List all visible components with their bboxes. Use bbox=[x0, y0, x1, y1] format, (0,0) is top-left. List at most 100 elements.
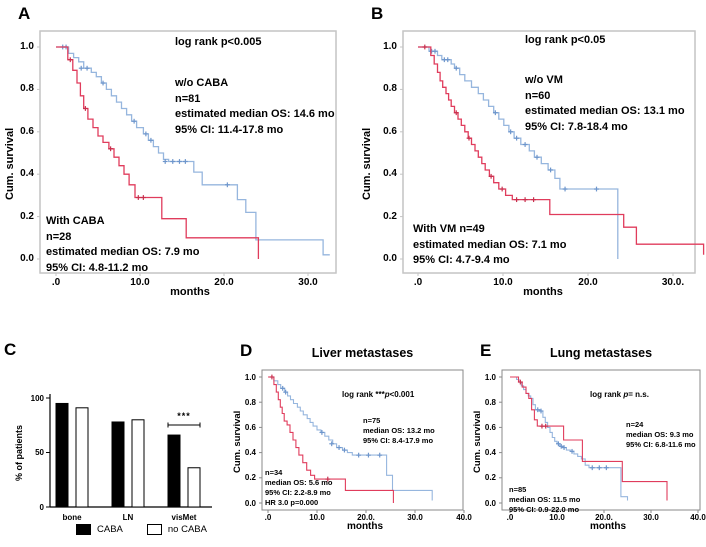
tick-label: 0 bbox=[39, 502, 44, 512]
tick-label: 10.0 bbox=[309, 513, 325, 522]
tick-label: 0.4 bbox=[20, 168, 34, 180]
annotation-line: estimated median OS: 7.1 mo bbox=[413, 238, 567, 251]
km-chart-b bbox=[400, 30, 705, 276]
legend-label-no-caba: no CABA bbox=[167, 524, 207, 535]
tick-label: .0 bbox=[264, 513, 272, 522]
legend: CABA no CABA bbox=[76, 524, 207, 535]
tick-label: 0.8 bbox=[383, 83, 397, 95]
annotation-line: 95% CI: 11.4-17.8 mo bbox=[175, 123, 284, 136]
annotation-line: median OS: 13.2 mo bbox=[363, 426, 435, 435]
annotation-line: median OS: 5.6 mo bbox=[265, 478, 333, 487]
tick-label: 0.6 bbox=[20, 125, 34, 137]
tick-label: 0.8 bbox=[20, 83, 34, 95]
tick-label: 30.0 bbox=[407, 513, 423, 522]
annotation-line: n=75 bbox=[363, 416, 381, 425]
tick-label: 0.4 bbox=[244, 448, 256, 458]
annotation-line: With VM n=49 bbox=[413, 223, 485, 235]
tick-label: 10.0 bbox=[130, 277, 150, 288]
x-axis-label: months bbox=[170, 286, 210, 298]
y-axis-label: Cum. survival bbox=[4, 127, 16, 200]
tick-label: 40.0 bbox=[456, 513, 472, 522]
legend-swatch-caba bbox=[76, 524, 91, 535]
tick-label: bone bbox=[62, 513, 82, 522]
annotation-line: n=34 bbox=[265, 468, 283, 477]
group-n34-annotation: n=34 median OS: 5.6 mo 95% CI: 2.2-8.9 m… bbox=[265, 468, 333, 508]
group-with-vm-annotation: With VM n=49 estimated median OS: 7.1 mo… bbox=[413, 222, 566, 269]
tick-label: 0.6 bbox=[244, 422, 256, 432]
tick-label: 0.2 bbox=[244, 473, 256, 483]
log-rank-prefix: log rank bbox=[590, 390, 624, 399]
annotation-line: estimated median OS: 7.9 mo bbox=[46, 246, 200, 258]
log-rank-suffix: <0.001 bbox=[389, 390, 415, 399]
tick-label: .0 bbox=[506, 513, 514, 522]
tick-label: .0 bbox=[51, 277, 61, 288]
km-chart-liver bbox=[259, 369, 465, 513]
log-rank-annotation: log rank p= n.s. bbox=[590, 390, 649, 399]
annotation-line: estimated median OS: 13.1 mo bbox=[525, 105, 685, 117]
tick-label: 50 bbox=[35, 448, 44, 457]
bar-chart-metastases bbox=[46, 394, 212, 508]
x-axis-label: months bbox=[523, 286, 563, 298]
group-wo-caba-annotation: w/o CABA n=81 estimated median OS: 14.6 … bbox=[175, 76, 335, 138]
tick-label: 100 bbox=[30, 393, 44, 403]
log-rank-annotation: log rank p<0.05 bbox=[525, 34, 606, 46]
legend-swatch-no-caba bbox=[146, 524, 162, 535]
tick-label: visMet bbox=[171, 513, 197, 522]
annotation-line: 95% CI: 7.8-18.4 mo bbox=[525, 120, 628, 133]
annotation-line: 95% CI: 0.9-22.0 mo bbox=[509, 505, 580, 514]
tick-label: 0.2 bbox=[20, 210, 34, 222]
y-axis-label: Cum. survival bbox=[361, 127, 373, 200]
panel-e-letter: E bbox=[480, 341, 492, 360]
tick-label: 0.6 bbox=[484, 422, 496, 432]
log-rank-prefix: log rank *** bbox=[342, 390, 385, 399]
panel-d-letter: D bbox=[240, 341, 253, 360]
tick-label: 0.8 bbox=[484, 397, 496, 407]
panel-e: E Lung metastases Cum. survival months l… bbox=[470, 335, 706, 547]
tick-label: 0.0 bbox=[244, 498, 256, 508]
y-axis-label: Cum. survival bbox=[472, 410, 483, 473]
tick-label: .0 bbox=[413, 277, 423, 288]
annotation-line: 95% CI: 2.2-8.9 mo bbox=[265, 488, 331, 497]
panel-e-title: Lung metastases bbox=[549, 346, 653, 360]
tick-label: 0.0 bbox=[383, 253, 397, 264]
annotation-line: n=60 bbox=[525, 89, 551, 102]
tick-label: 1.0 bbox=[484, 372, 496, 382]
tick-label: 40.0 bbox=[690, 513, 706, 522]
tick-label: 0.0 bbox=[20, 253, 34, 264]
annotation-line: w/o CABA bbox=[175, 77, 229, 89]
panel-a: A Cum. survival months log rank p<0.005 … bbox=[0, 0, 353, 310]
panel-b: B Cum. survival months log rank p<0.05 w… bbox=[353, 0, 706, 310]
tick-label: 0.2 bbox=[484, 473, 496, 483]
annotation-line: estimated median OS: 14.6 mo bbox=[175, 108, 335, 120]
tick-label: 10.0 bbox=[549, 513, 565, 522]
log-rank-p: p bbox=[623, 390, 629, 399]
tick-label: 0.2 bbox=[383, 210, 397, 222]
legend-label-caba: CABA bbox=[97, 524, 123, 535]
tick-label: 0.6 bbox=[383, 125, 397, 137]
km-chart-lung bbox=[499, 369, 701, 513]
x-axis-label: months bbox=[589, 521, 627, 532]
annotation-line: 95% CI: 4.8-11.2 mo bbox=[46, 261, 149, 274]
tick-label: 30.0 bbox=[643, 513, 659, 522]
log-rank-suffix: = n.s. bbox=[628, 390, 649, 399]
group-n75-annotation: n=75 median OS: 13.2 mo 95% CI: 8.4-17.9… bbox=[363, 416, 435, 446]
tick-label: 0.8 bbox=[244, 397, 256, 407]
tick-label: 0.4 bbox=[484, 448, 496, 458]
annotation-line: 95% CI: 4.7-9.4 mo bbox=[413, 254, 510, 266]
tick-label: 10.0 bbox=[493, 277, 513, 288]
group-with-caba-annotation: With CABA n=28 estimated median OS: 7.9 … bbox=[46, 214, 199, 276]
tick-label: 1.0 bbox=[244, 372, 256, 382]
annotation-line: median OS: 11.5 mo bbox=[509, 495, 581, 504]
annotation-line: n=81 bbox=[175, 92, 201, 105]
annotation-line: w/o VM bbox=[525, 74, 563, 86]
tick-label: 0.4 bbox=[383, 168, 397, 180]
log-rank-annotation: log rank ***p<0.001 bbox=[342, 390, 414, 399]
annotation-line: n=28 bbox=[46, 230, 72, 243]
tick-label: 1.0 bbox=[383, 41, 397, 52]
panel-a-letter: A bbox=[18, 4, 31, 23]
annotation-line: 95% CI: 6.8-11.6 mo bbox=[626, 440, 696, 449]
group-n24-annotation: n=24 median OS: 9.3 mo 95% CI: 6.8-11.6 … bbox=[626, 420, 696, 450]
log-rank-annotation: log rank p<0.005 bbox=[175, 36, 262, 48]
significance-stars: *** bbox=[177, 411, 191, 421]
panel-d: D Liver metastases Cum. survival months … bbox=[230, 335, 472, 547]
